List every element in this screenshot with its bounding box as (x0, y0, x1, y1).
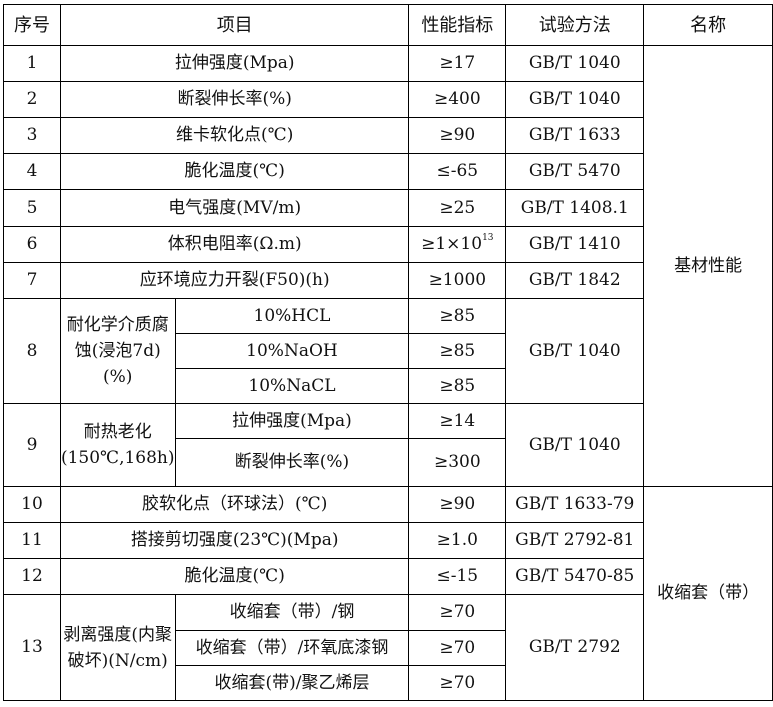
row-no: 7 (3, 262, 61, 299)
row-no: 6 (3, 226, 61, 263)
header-indicator: 性能指标 (408, 4, 507, 46)
header-method: 试验方法 (505, 4, 645, 46)
row-method: GB/T 1040 (505, 45, 645, 82)
row-method: GB/T 1410 (505, 226, 645, 263)
header-name: 名称 (643, 4, 773, 46)
row-item: 剥离强度(内聚破坏)(N/cm) (59, 594, 176, 701)
header-item: 项目 (59, 4, 410, 46)
sub-item: 10%NaCL (174, 368, 410, 404)
sub-value: ≥300 (408, 438, 507, 487)
table-row: 10%NaCL ≥85 (4, 368, 773, 404)
row-no: 2 (3, 81, 61, 118)
sub-item: 收缩套（带）/钢 (174, 594, 410, 631)
row-item: 断裂伸长率(%) (59, 81, 410, 118)
row-method: GB/T 1842 (505, 262, 645, 299)
table-row: 2 断裂伸长率(%) ≥400 GB/T 1040 (3, 81, 773, 118)
value-exponent: 13 (482, 233, 494, 243)
group-sleeve: 收缩套（带） (643, 486, 773, 701)
row-value: ≥1000 (408, 262, 507, 299)
row-item: 胶软化点（环球法）(℃) (59, 486, 410, 523)
row-value: ≥400 (408, 81, 507, 118)
row-method: GB/T 5470 (505, 153, 645, 190)
row-item: 耐热老化(150℃,168h) (59, 403, 176, 487)
sub-item: 断裂伸长率(%) (174, 438, 410, 487)
table-row: 6 体积电阻率(Ω.m) ≥1×1013 GB/T 1410 (3, 226, 773, 263)
row-item: 应环境应力开裂(F50)(h) (59, 262, 410, 299)
row-item: 维卡软化点(℃) (59, 117, 410, 154)
row-method: GB/T 1633 (505, 117, 645, 154)
row-method: GB/T 1040 (505, 403, 645, 487)
table-row: 11 搭接剪切强度(23℃)(Mpa) ≥1.0 GB/T 2792-81 (3, 522, 773, 559)
row-no: 8 (3, 298, 61, 404)
row-item: 拉伸强度(Mpa) (59, 45, 410, 82)
row-item: 搭接剪切强度(23℃)(Mpa) (59, 522, 410, 559)
row-item: 脆化温度(℃) (59, 153, 410, 190)
spec-table: 序号 项目 性能指标 试验方法 名称 1 拉伸强度(Mpa) ≥17 GB/T … (3, 4, 773, 701)
row-value: ≥25 (408, 189, 507, 227)
row-value: ≤-65 (408, 153, 507, 190)
row-item: 电气强度(MV/m) (59, 189, 410, 227)
value-base: ≥1×10 (421, 234, 483, 254)
row-item: 脆化温度(℃) (59, 558, 410, 595)
sub-value: ≥14 (408, 403, 507, 439)
row-method: GB/T 2792 (505, 594, 645, 701)
sub-item: 10%NaOH (174, 333, 410, 369)
row-no: 5 (3, 189, 61, 227)
table-row: 12 脆化温度(℃) ≤-15 GB/T 5470-85 (3, 558, 773, 595)
table-row: 10 胶软化点（环球法）(℃) ≥90 GB/T 1633-79 收缩套（带） (3, 486, 773, 701)
row-method: GB/T 1633-79 (505, 486, 645, 523)
row-value: ≤-15 (408, 558, 507, 595)
row-no: 11 (3, 522, 61, 559)
row-item: 体积电阻率(Ω.m) (59, 226, 410, 263)
row-method: GB/T 2792-81 (505, 522, 645, 559)
sub-value: ≥85 (408, 298, 507, 334)
row-no: 3 (3, 117, 61, 154)
table-row: 1 拉伸强度(Mpa) ≥17 GB/T 1040 基材性能 (3, 45, 773, 487)
sub-value: ≥70 (408, 594, 507, 631)
row-value: ≥1.0 (408, 522, 507, 559)
table-row: 13 剥离强度(内聚破坏)(N/cm) 收缩套（带）/钢 ≥70 GB/T 27… (3, 594, 773, 701)
row-value: ≥90 (408, 486, 507, 523)
row-no: 12 (3, 558, 61, 595)
row-no: 1 (3, 45, 61, 82)
sub-item: 10%HCL (174, 298, 410, 334)
row-item: 耐化学介质腐蚀(浸泡7d)(%) (59, 298, 176, 404)
sub-item: 收缩套(带)/聚乙烯层 (174, 665, 410, 701)
sub-item: 拉伸强度(Mpa) (174, 403, 410, 439)
table-row: 收缩套（带）/环氧底漆钢 ≥70 (4, 630, 773, 666)
row-method: GB/T 1040 (505, 298, 645, 404)
sub-value: ≥70 (408, 630, 507, 666)
row-method: GB/T 1408.1 (505, 189, 645, 227)
table-row: 3 维卡软化点(℃) ≥90 GB/T 1633 (3, 117, 773, 154)
row-no: 4 (3, 153, 61, 190)
row-value: ≥1×1013 (408, 226, 507, 263)
row-value: ≥90 (408, 117, 507, 154)
table-row: 收缩套(带)/聚乙烯层 ≥70 (4, 665, 773, 701)
header-row: 序号 项目 性能指标 试验方法 名称 (3, 4, 773, 46)
sub-value: ≥85 (408, 333, 507, 369)
table-row: 8 耐化学介质腐蚀(浸泡7d)(%) 10%HCL ≥85 GB/T 1040 (3, 298, 773, 404)
row-method: GB/T 1040 (505, 81, 645, 118)
sub-item: 收缩套（带）/环氧底漆钢 (174, 630, 410, 666)
sub-value: ≥85 (408, 368, 507, 404)
row-no: 13 (3, 594, 61, 701)
row-value: ≥17 (408, 45, 507, 82)
table-row: 5 电气强度(MV/m) ≥25 GB/T 1408.1 (3, 189, 773, 227)
row-no: 9 (3, 403, 61, 487)
row-method: GB/T 5470-85 (505, 558, 645, 595)
row-no: 10 (3, 486, 61, 523)
sub-value: ≥70 (408, 665, 507, 701)
table-row: 4 脆化温度(℃) ≤-65 GB/T 5470 (3, 153, 773, 190)
group-base: 基材性能 (643, 45, 773, 487)
header-no: 序号 (3, 4, 61, 46)
